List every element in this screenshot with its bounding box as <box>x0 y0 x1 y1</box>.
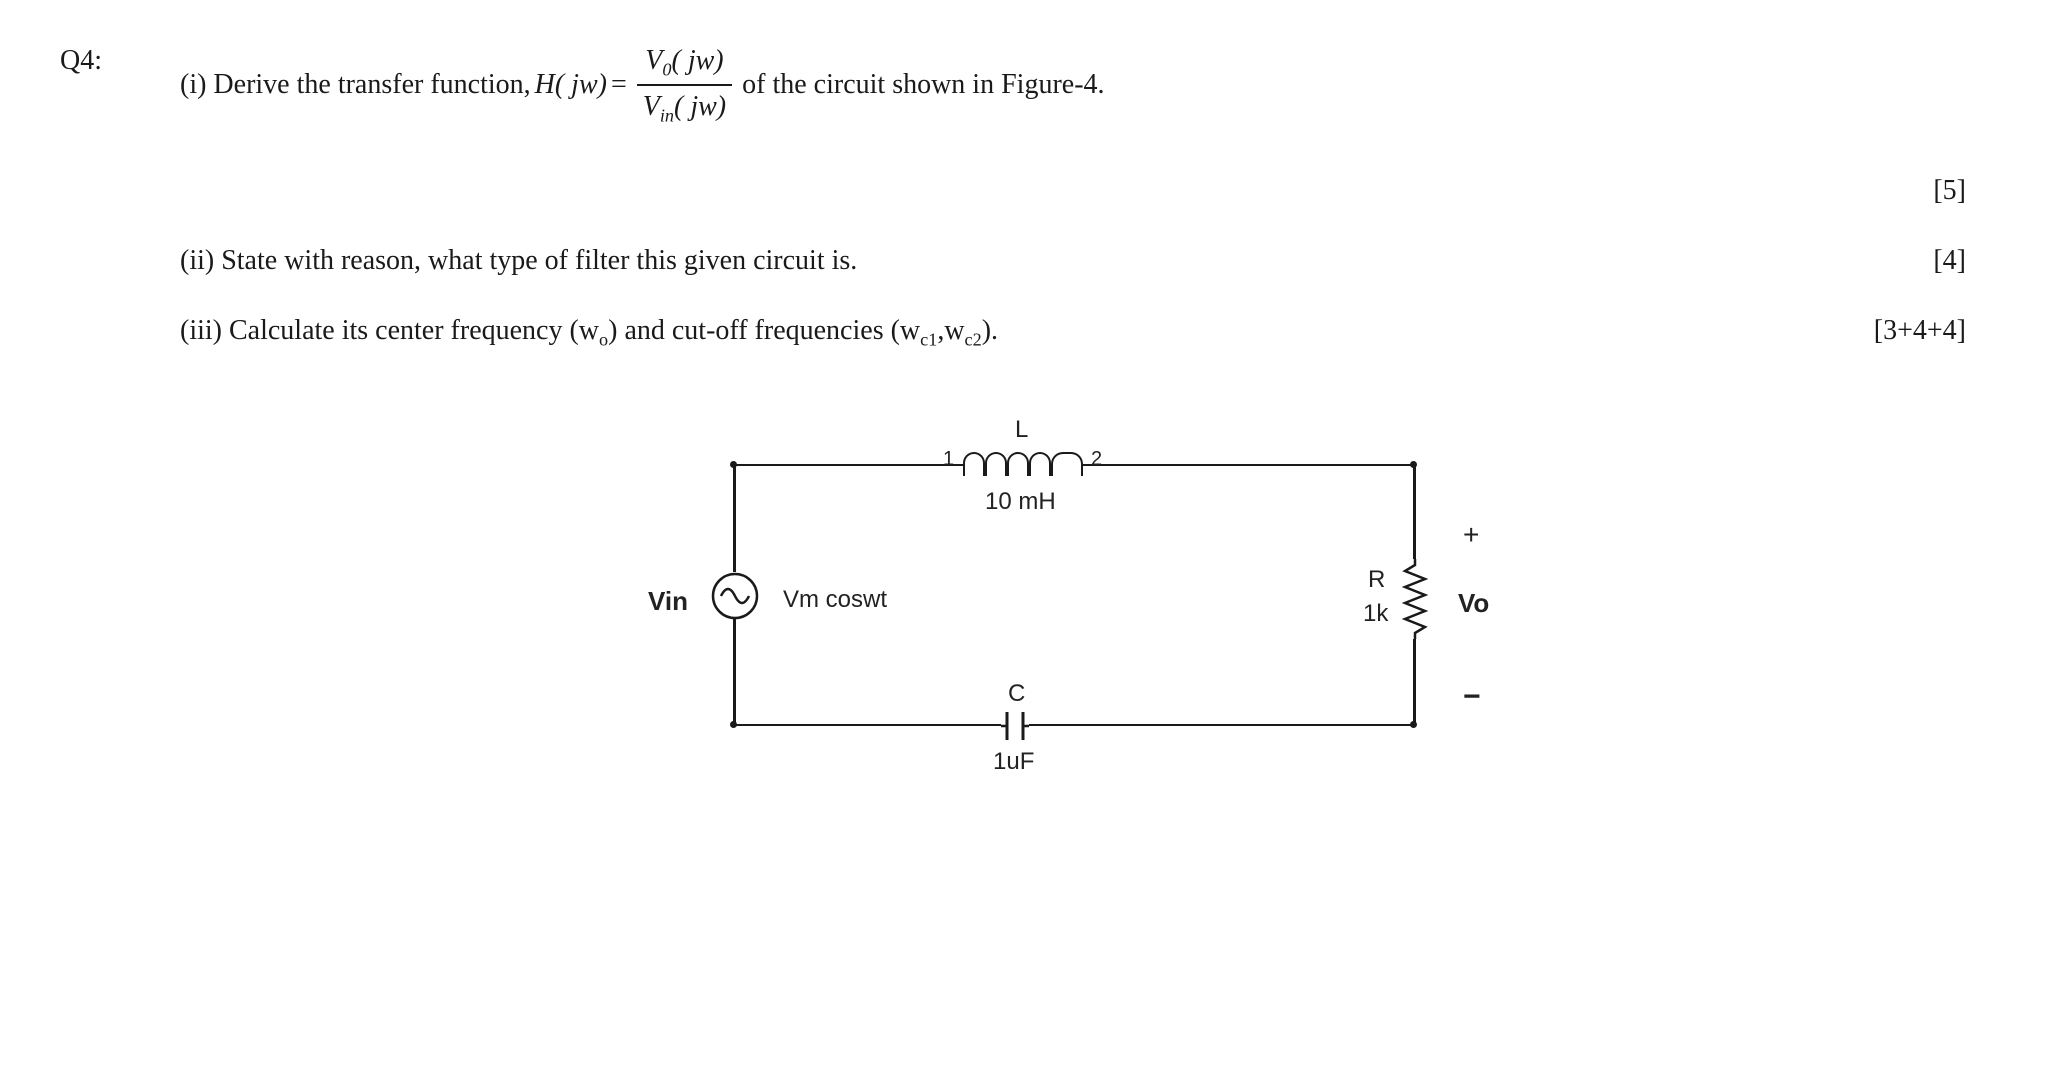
node-bot-left <box>730 721 737 728</box>
sub-o: o <box>599 329 608 349</box>
den-v: V <box>643 91 660 122</box>
inductor-label-L: L <box>1015 412 1028 448</box>
part-i: (i) Derive the transfer function, H( jw)… <box>180 40 1986 130</box>
fraction-numerator: V0( jw) <box>639 40 729 84</box>
inductor-coil-1 <box>963 452 985 476</box>
den-sub: in <box>660 105 674 125</box>
transfer-fn-fraction: V0( jw) Vin( jw) <box>637 40 732 130</box>
inductor-node2: 2 <box>1091 444 1102 474</box>
transfer-fn-lhs: H( jw) <box>535 64 607 106</box>
inductor-coil-3 <box>1007 452 1029 476</box>
part-i-lead: (i) Derive the transfer function, <box>180 64 531 106</box>
inductor-coil-2 <box>985 452 1007 476</box>
vo-plus: + <box>1463 514 1479 556</box>
sub-c2: c2 <box>965 329 982 349</box>
inductor-value: 10 mH <box>985 484 1056 520</box>
wire-bottom-right <box>1029 724 1415 727</box>
part-i-marks: [5] <box>180 170 1986 212</box>
part-i-trail: of the circuit shown in Figure-4. <box>742 64 1104 106</box>
wire-bottom-left <box>733 724 1001 727</box>
num-arg: ( jw) <box>672 45 724 76</box>
resistor-value: 1k <box>1363 596 1388 632</box>
part-iii-trail: ). <box>982 315 998 346</box>
den-arg: ( jw) <box>674 91 726 122</box>
vo-minus: − <box>1463 674 1481 719</box>
part-iii-marks: [3+4+4] <box>1874 310 1966 352</box>
part-iii-lead: (iii) Calculate its center frequency (w <box>180 315 599 346</box>
inductor-node1: 1 <box>943 444 954 474</box>
wire-left-upper <box>733 464 736 572</box>
part-iii-comma: ,w <box>937 315 964 346</box>
node-bot-right <box>1410 721 1417 728</box>
capacitor-value: 1uF <box>993 744 1034 780</box>
part-iii-mid: ) and cut-off frequencies (w <box>608 315 920 346</box>
part-ii: (ii) State with reason, what type of fil… <box>180 240 1986 282</box>
circuit-figure: L 1 2 10 mH Vin Vm coswt <box>583 404 1583 804</box>
inductor-coil-4 <box>1029 452 1051 476</box>
wire-top-left <box>733 464 963 467</box>
equals-sign: = <box>611 64 627 106</box>
question-body: (i) Derive the transfer function, H( jw)… <box>180 40 1986 804</box>
inductor-coil-5 <box>1051 452 1083 476</box>
node-top-left <box>730 461 737 468</box>
node-top-right <box>1410 461 1417 468</box>
part-iii-text: (iii) Calculate its center frequency (wo… <box>180 310 998 354</box>
vin-label: Vin <box>648 582 688 621</box>
vo-label: Vo <box>1458 584 1489 623</box>
part-ii-text: (ii) State with reason, what type of fil… <box>180 240 857 282</box>
fraction-denominator: Vin( jw) <box>637 86 732 130</box>
part-ii-marks: [4] <box>1933 240 1966 282</box>
sub-c1: c1 <box>920 329 937 349</box>
wire-left-lower <box>733 618 736 726</box>
wire-right-lower <box>1413 639 1416 726</box>
part-iii: (iii) Calculate its center frequency (wo… <box>180 310 1986 354</box>
num-sub: 0 <box>662 60 671 80</box>
question-row: Q4: (i) Derive the transfer function, H(… <box>60 40 1986 804</box>
resistor-label-R: R <box>1368 562 1385 598</box>
wire-right-upper <box>1413 464 1416 559</box>
source-expr: Vm coswt <box>783 582 887 618</box>
num-v: V <box>645 45 662 76</box>
wire-top-right <box>1083 464 1413 467</box>
question-label: Q4: <box>60 40 180 82</box>
capacitor-label-C: C <box>1008 676 1025 712</box>
